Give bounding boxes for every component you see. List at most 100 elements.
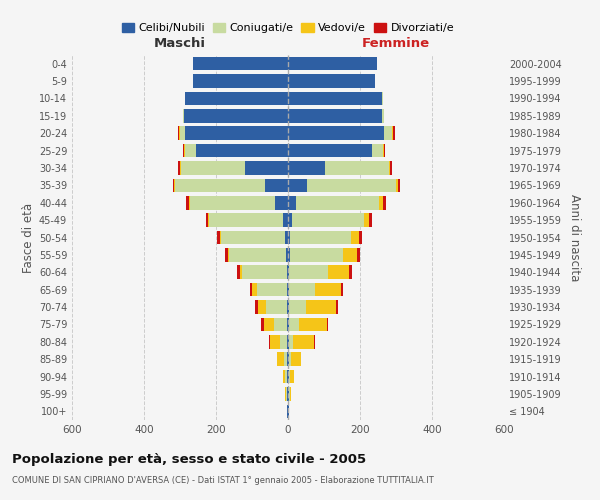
Bar xyxy=(328,266,349,279)
Bar xyxy=(287,266,288,279)
Bar xyxy=(287,335,288,348)
Bar xyxy=(368,214,372,227)
Bar xyxy=(288,230,290,244)
Bar xyxy=(255,300,259,314)
Bar xyxy=(181,161,245,175)
Bar xyxy=(287,300,288,314)
Bar xyxy=(291,352,301,366)
Bar xyxy=(250,283,253,296)
Bar xyxy=(270,335,280,348)
Bar xyxy=(265,178,288,192)
Bar xyxy=(289,300,306,314)
Bar xyxy=(289,335,293,348)
Bar xyxy=(299,318,327,331)
Bar xyxy=(224,248,228,262)
Bar xyxy=(178,161,179,175)
Bar xyxy=(274,318,287,331)
Bar xyxy=(382,92,383,105)
Bar xyxy=(359,230,362,244)
Bar xyxy=(184,144,185,158)
Bar xyxy=(229,248,286,262)
Bar xyxy=(178,126,179,140)
Bar xyxy=(287,283,288,296)
Bar xyxy=(288,387,289,400)
Y-axis label: Anni di nascita: Anni di nascita xyxy=(568,194,581,281)
Bar xyxy=(206,214,208,227)
Bar xyxy=(364,214,368,227)
Bar xyxy=(390,161,392,175)
Bar xyxy=(289,318,299,331)
Bar xyxy=(325,161,389,175)
Bar xyxy=(287,404,288,418)
Text: Popolazione per età, sesso e stato civile - 2005: Popolazione per età, sesso e stato civil… xyxy=(12,452,366,466)
Bar xyxy=(187,196,188,209)
Bar xyxy=(288,266,289,279)
Bar xyxy=(289,352,291,366)
Bar xyxy=(221,230,285,244)
Bar xyxy=(335,300,338,314)
Bar xyxy=(290,248,343,262)
Bar xyxy=(292,214,364,227)
Text: Femmine: Femmine xyxy=(362,37,430,50)
Bar xyxy=(290,387,291,400)
Bar xyxy=(288,178,307,192)
Bar xyxy=(175,178,265,192)
Bar xyxy=(269,335,270,348)
Bar xyxy=(288,404,289,418)
Bar xyxy=(379,196,383,209)
Bar xyxy=(185,92,288,105)
Bar xyxy=(396,178,398,192)
Bar xyxy=(307,178,396,192)
Bar xyxy=(288,74,375,88)
Bar xyxy=(286,387,287,400)
Bar xyxy=(173,178,174,192)
Bar xyxy=(217,230,220,244)
Bar xyxy=(288,92,382,105)
Bar xyxy=(209,214,283,227)
Bar xyxy=(327,318,328,331)
Bar xyxy=(288,214,292,227)
Bar xyxy=(288,196,296,209)
Legend: Celibi/Nubili, Coniugati/e, Vedovi/e, Divorziati/e: Celibi/Nubili, Coniugati/e, Vedovi/e, Di… xyxy=(118,18,458,38)
Bar xyxy=(287,352,288,366)
Bar xyxy=(287,387,288,400)
Bar xyxy=(288,283,289,296)
Bar xyxy=(306,300,335,314)
Bar xyxy=(275,196,288,209)
Bar xyxy=(314,335,315,348)
Bar xyxy=(259,300,266,314)
Bar xyxy=(283,370,286,384)
Bar xyxy=(185,144,196,158)
Bar xyxy=(179,126,185,140)
Bar xyxy=(185,126,288,140)
Bar xyxy=(183,109,184,122)
Bar xyxy=(287,370,288,384)
Bar xyxy=(392,126,394,140)
Bar xyxy=(283,214,288,227)
Bar xyxy=(184,109,288,122)
Bar xyxy=(262,318,263,331)
Bar xyxy=(179,161,181,175)
Text: Maschi: Maschi xyxy=(154,37,206,50)
Bar xyxy=(289,266,328,279)
Bar xyxy=(389,161,390,175)
Bar xyxy=(341,283,343,296)
Bar xyxy=(293,335,314,348)
Bar xyxy=(288,352,289,366)
Bar xyxy=(314,283,341,296)
Bar xyxy=(385,126,392,140)
Bar xyxy=(288,161,325,175)
Bar xyxy=(240,266,242,279)
Bar xyxy=(289,387,290,400)
Bar xyxy=(286,370,287,384)
Bar xyxy=(196,144,288,158)
Bar xyxy=(289,370,290,384)
Bar xyxy=(220,230,221,244)
Bar xyxy=(263,318,274,331)
Bar xyxy=(286,248,288,262)
Bar xyxy=(193,74,288,88)
Bar xyxy=(384,144,385,158)
Bar xyxy=(290,370,294,384)
Bar xyxy=(266,300,287,314)
Bar xyxy=(174,178,175,192)
